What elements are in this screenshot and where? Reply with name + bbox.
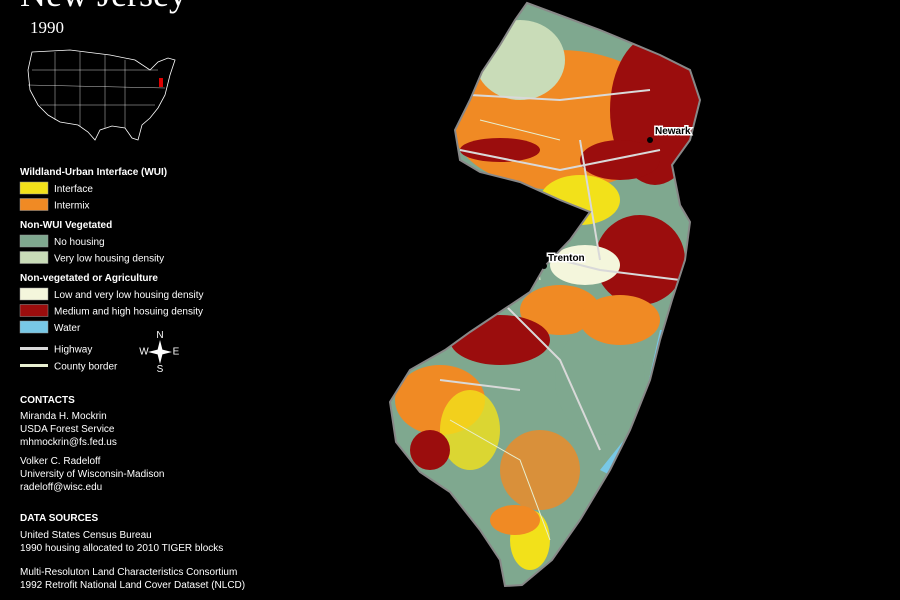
- legend-swatch: [19, 251, 49, 264]
- compass-letter: E: [173, 347, 180, 358]
- contact-line: Miranda H. Mockrin: [20, 411, 107, 422]
- legend-swatch: [19, 181, 49, 195]
- legend-section-title: Wildland-Urban Interface (WUI): [20, 167, 167, 178]
- legend-swatch: [19, 234, 49, 248]
- us-inset: [27, 49, 176, 141]
- sources-title: DATA SOURCES: [20, 513, 98, 524]
- legend-label: Medium and high hosuing density: [54, 307, 203, 318]
- source-line: 1990 housing allocated to 2010 TIGER blo…: [20, 543, 223, 554]
- contact-line: mhmockrin@fs.fed.us: [20, 437, 117, 448]
- legend-label: Highway: [54, 345, 92, 356]
- legend-label: Intermix: [54, 201, 90, 212]
- legend-label: Very low housing density: [54, 254, 164, 265]
- legend-swatch: [19, 304, 49, 317]
- legend-swatch: [19, 320, 49, 334]
- contact-line: University of Wisconsin-Madison: [20, 469, 165, 480]
- year: 1990: [30, 18, 64, 37]
- contact-line: radeloff@wisc.edu: [20, 482, 102, 493]
- contact-line: USDA Forest Service: [20, 424, 115, 435]
- city-markers: [541, 137, 653, 269]
- compass-letter: S: [157, 364, 164, 375]
- legend-section-title: Non-vegetated or Agriculture: [20, 273, 158, 284]
- source-line: United States Census Bureau: [20, 530, 152, 541]
- legend-label: No housing: [54, 237, 105, 248]
- legend-label: County border: [54, 362, 118, 373]
- compass-rose: [148, 340, 172, 364]
- legend-label: Water: [54, 323, 81, 334]
- city-label: Newark: [655, 126, 691, 137]
- source-line: Multi-Resoluton Land Characteristics Con…: [20, 567, 237, 578]
- source-line: 1992 Retrofit National Land Cover Datase…: [20, 580, 245, 591]
- legend-section-title: Non-WUI Vegetated: [20, 220, 112, 231]
- contact-line: Volker C. Radeloff: [20, 456, 101, 467]
- legend-label: Low and very low housing density: [54, 290, 204, 301]
- legend-label: Interface: [54, 184, 93, 195]
- contacts-title: CONTACTS: [20, 395, 75, 406]
- city-label: Trenton: [548, 253, 585, 264]
- legend-swatch: [19, 287, 49, 301]
- legend-swatch: [19, 198, 49, 211]
- title: New Jersey: [20, 0, 187, 14]
- compass-letter: W: [139, 347, 149, 358]
- compass-letter: N: [156, 330, 163, 341]
